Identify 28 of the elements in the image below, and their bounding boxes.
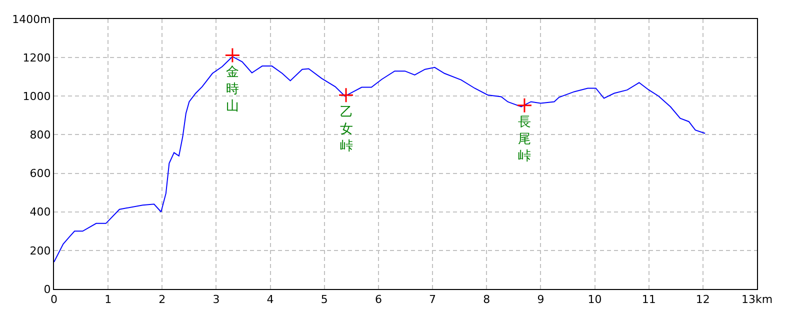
x-tick-label: 7 (429, 293, 436, 306)
x-tick-label: 9 (537, 293, 544, 306)
x-tick-label: 8 (483, 293, 490, 306)
y-tick-label: 400 (30, 206, 51, 219)
y-tick-label: 200 (30, 244, 51, 258)
point (224, 48, 240, 64)
annotation: 金時山 (226, 65, 239, 114)
y-tick-label: 1000 (22, 90, 51, 103)
y-tick-label: 0 (44, 282, 51, 296)
x-tick-label: 3 (212, 293, 220, 306)
point (516, 98, 532, 114)
y-tick-label: 600 (30, 167, 51, 180)
x-tick-label: 2 (158, 293, 166, 306)
x-tick-label: 11 (642, 293, 656, 306)
x-tick-label: 13km (741, 293, 773, 306)
x-tick-label: 6 (374, 293, 382, 306)
line-series (54, 56, 706, 262)
y-tick-label: 1400m (12, 12, 51, 26)
x-tick-label: 5 (320, 293, 328, 306)
x-tick-label: 12 (696, 293, 710, 306)
x-tick-label: 1 (104, 293, 112, 306)
y-tick-label: 1200 (22, 51, 51, 64)
x-tick-label: 10 (588, 293, 602, 306)
annotation: 乙女峠 (340, 105, 353, 154)
point (338, 87, 354, 103)
y-tick-label: 800 (30, 128, 51, 142)
x-tick-label: 4 (266, 293, 274, 306)
annotation: 長尾峠 (518, 115, 531, 164)
